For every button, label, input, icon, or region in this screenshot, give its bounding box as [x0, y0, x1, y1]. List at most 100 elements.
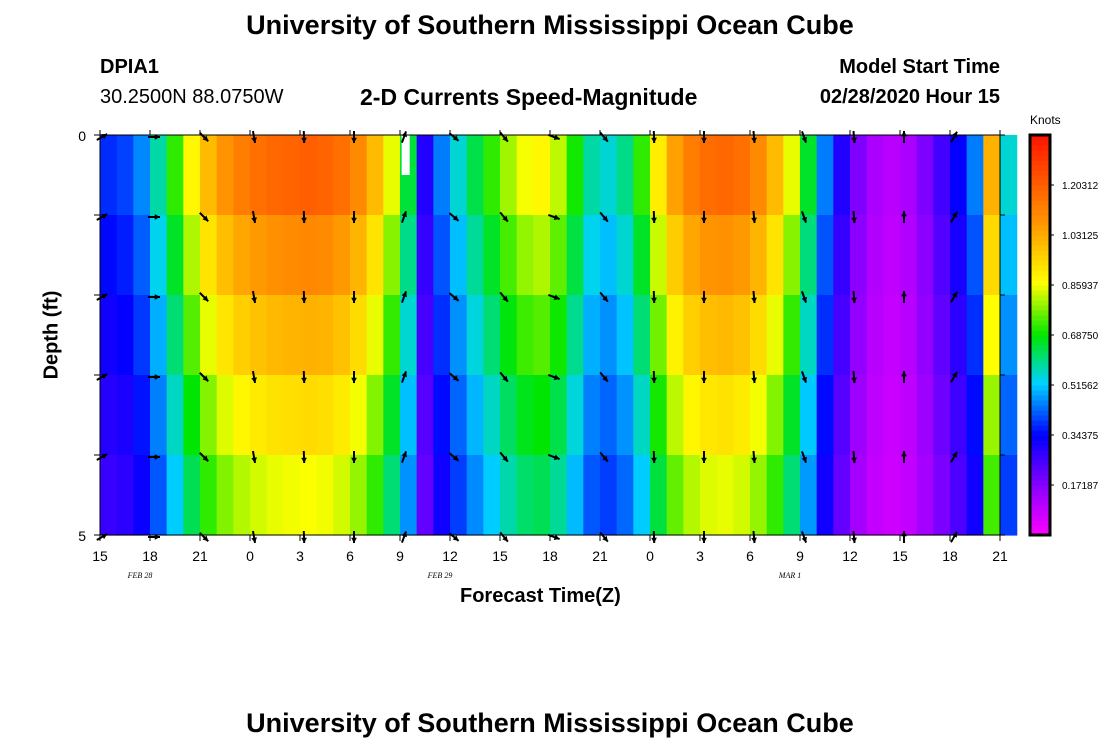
heatmap-cell	[850, 215, 868, 296]
current-vector-arrow	[401, 371, 407, 383]
current-vector-arrow	[251, 530, 257, 544]
current-vector-arrow	[351, 371, 357, 383]
colorbar-segment	[1030, 505, 1050, 511]
current-vector-arrow	[351, 131, 357, 143]
heatmap-cell	[516, 135, 534, 216]
colorbar-tick-label: 0.51562	[1062, 381, 1099, 392]
heatmap-cell	[150, 375, 168, 456]
current-vector-arrow	[851, 450, 857, 464]
heatmap-cell	[683, 295, 701, 376]
heatmap-cell	[283, 295, 301, 376]
heatmap-cell	[450, 215, 468, 296]
heatmap-cell	[333, 135, 351, 216]
heatmap-cell	[533, 215, 551, 296]
heatmap-cell	[650, 375, 668, 456]
colorbar-segment	[1030, 385, 1050, 391]
heatmap-cell	[366, 455, 384, 536]
heatmap-cell	[516, 455, 534, 536]
heatmap-cell	[216, 455, 234, 536]
heatmap-cell	[400, 215, 418, 296]
heatmap-cell	[750, 375, 768, 456]
current-vector-arrow	[599, 451, 609, 463]
current-vector-arrow	[548, 214, 560, 220]
heatmap-cell	[650, 455, 668, 536]
heatmap-cell	[950, 375, 968, 456]
heatmap-cell	[916, 455, 934, 536]
heatmap-cell	[450, 375, 468, 456]
heatmap-cell	[500, 455, 518, 536]
colorbar-segment	[1030, 360, 1050, 366]
heatmap-cell	[900, 295, 918, 376]
heatmap-cell	[566, 295, 584, 376]
current-vector-arrow	[401, 211, 407, 223]
current-vector-arrow	[751, 130, 757, 144]
heatmap-cell	[983, 295, 1001, 376]
heatmap-cell	[883, 295, 901, 376]
heatmap-cell	[750, 215, 768, 296]
heatmap-cell	[383, 215, 401, 296]
heatmap-cell	[616, 135, 634, 216]
current-vector-arrow	[751, 210, 757, 224]
current-vector-arrow	[96, 213, 108, 221]
heatmap-cell	[116, 135, 134, 216]
heatmap-cell	[433, 135, 451, 216]
heatmap-cell	[300, 135, 318, 216]
current-vector-arrow	[148, 214, 160, 220]
heatmap-cell	[983, 135, 1001, 216]
current-vector-arrow	[199, 372, 209, 382]
colorbar-segment	[1030, 235, 1050, 241]
heatmap-cell	[250, 135, 268, 216]
heatmap-cell	[400, 375, 418, 456]
current-vector-arrow	[851, 290, 857, 304]
colorbar-segment	[1030, 190, 1050, 196]
date-label: MAR 1	[778, 571, 801, 580]
heatmap-cell	[866, 375, 884, 456]
x-tick-label: 0	[246, 548, 254, 564]
current-vector-arrow	[301, 210, 307, 224]
heatmap-cell	[883, 455, 901, 536]
current-vector-arrow	[751, 370, 757, 384]
heatmap-cell	[566, 455, 584, 536]
heatmap-cell	[933, 215, 951, 296]
heatmap-cell	[133, 135, 151, 216]
heatmap-cell	[666, 215, 684, 296]
heatmap-cell	[416, 455, 434, 536]
colorbar-segment	[1030, 315, 1050, 321]
colorbar-segment	[1030, 210, 1050, 216]
colorbar-segment	[1030, 520, 1050, 526]
heatmap-cell	[250, 215, 268, 296]
heatmap-cell	[700, 215, 718, 296]
colorbar-segment	[1030, 490, 1050, 496]
current-vector-arrow	[801, 531, 807, 543]
heatmap-cell	[283, 375, 301, 456]
heatmap-cell	[633, 375, 651, 456]
heatmap-cell	[233, 135, 251, 216]
heatmap-cell	[800, 135, 818, 216]
heatmap-cell	[733, 215, 751, 296]
current-vector-arrow	[96, 533, 108, 541]
heatmap-cell	[183, 455, 201, 536]
heatmap-cell	[966, 455, 984, 536]
heatmap-cell	[483, 375, 501, 456]
heatmap-cell	[916, 295, 934, 376]
heatmap-cell	[650, 135, 668, 216]
current-vector-arrow	[851, 210, 857, 224]
current-vector-arrow	[548, 134, 560, 140]
heatmap-cell	[433, 455, 451, 536]
heatmap-cell	[633, 135, 651, 216]
heatmap-cell	[516, 215, 534, 296]
heatmap-cell	[950, 455, 968, 536]
heatmap-cell	[300, 455, 318, 536]
colorbar-segment	[1030, 465, 1050, 471]
colorbar-segment	[1030, 275, 1050, 281]
heatmap-cell	[583, 455, 601, 536]
heatmap-cell	[933, 455, 951, 536]
current-vector-arrow	[199, 532, 209, 542]
current-vector-arrow	[401, 291, 407, 303]
current-vector-arrow	[851, 530, 857, 544]
heatmap-cell	[883, 215, 901, 296]
heatmap-cell	[600, 295, 618, 376]
heatmap-cell	[283, 215, 301, 296]
heatmap-cell	[466, 215, 484, 296]
